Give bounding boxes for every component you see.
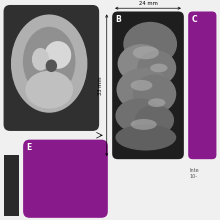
Ellipse shape <box>25 71 73 109</box>
Ellipse shape <box>131 80 152 91</box>
Ellipse shape <box>44 41 71 69</box>
FancyBboxPatch shape <box>4 5 99 131</box>
Ellipse shape <box>118 44 165 83</box>
Ellipse shape <box>133 46 159 59</box>
Ellipse shape <box>116 125 176 150</box>
Ellipse shape <box>117 68 171 111</box>
Ellipse shape <box>133 75 176 114</box>
Ellipse shape <box>23 27 75 96</box>
Ellipse shape <box>148 98 165 107</box>
Ellipse shape <box>137 51 176 85</box>
Ellipse shape <box>11 15 87 113</box>
Bar <box>4 155 19 216</box>
FancyBboxPatch shape <box>23 140 108 218</box>
Text: E: E <box>26 143 32 152</box>
Ellipse shape <box>46 59 57 72</box>
Text: 33 mm: 33 mm <box>99 76 103 95</box>
Ellipse shape <box>116 98 163 133</box>
Text: B: B <box>116 15 121 24</box>
Text: C: C <box>191 15 197 24</box>
FancyBboxPatch shape <box>188 11 216 159</box>
Ellipse shape <box>123 22 177 66</box>
Ellipse shape <box>150 64 168 72</box>
Text: Inte
10-: Inte 10- <box>189 168 199 179</box>
Ellipse shape <box>135 105 174 135</box>
Ellipse shape <box>32 48 49 71</box>
Text: 24 mm: 24 mm <box>139 1 158 6</box>
Ellipse shape <box>131 119 157 130</box>
FancyBboxPatch shape <box>112 11 184 159</box>
